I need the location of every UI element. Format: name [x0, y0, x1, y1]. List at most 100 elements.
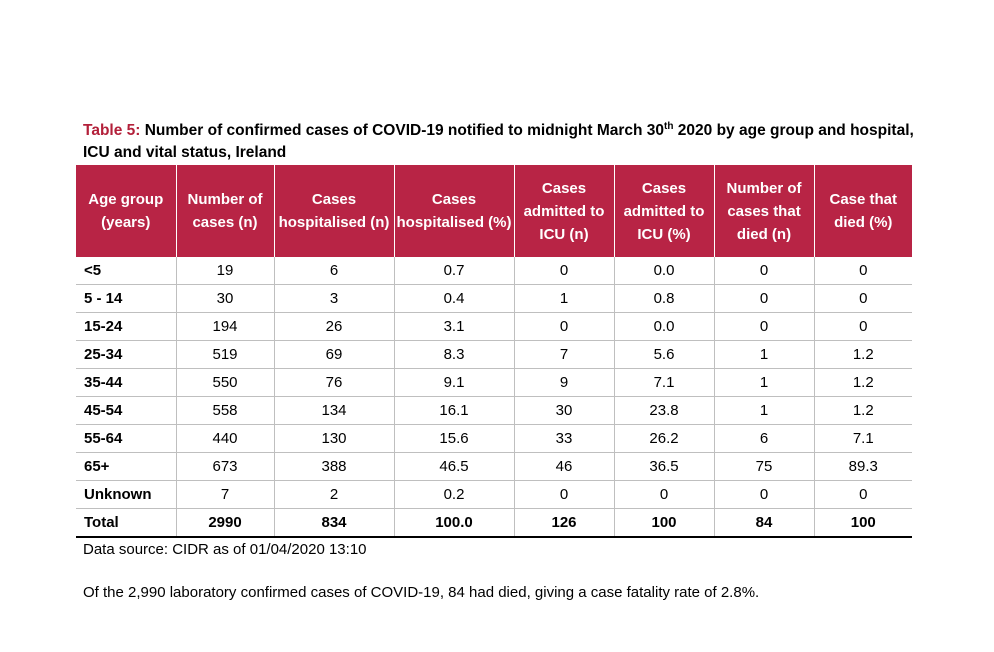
cell: <5 — [76, 257, 176, 285]
cell: 0.8 — [613, 284, 714, 313]
cell: Unknown — [76, 480, 176, 509]
table-row: 65+ 673 388 46.5 46 36.5 75 89.3 — [76, 452, 912, 481]
cell: 0 — [513, 480, 614, 509]
cell: 388 — [273, 452, 394, 481]
cell: 9 — [513, 368, 614, 397]
cell: Total — [76, 508, 176, 538]
cell: 6 — [273, 257, 394, 285]
cell: 0 — [813, 257, 912, 285]
cell: 7 — [513, 340, 614, 369]
header-hospitalised-n: Cases hospitalised (n) — [273, 165, 394, 257]
cell: 7.1 — [613, 368, 714, 397]
cell: 558 — [175, 396, 274, 425]
caption-superscript: th — [664, 120, 674, 132]
cell: 15-24 — [76, 312, 176, 341]
table-row: 45-54 558 134 16.1 30 23.8 1 1.2 — [76, 396, 912, 425]
cell: 75 — [713, 452, 814, 481]
table-row: <5 19 6 0.7 0 0.0 0 0 — [76, 257, 912, 285]
cell: 0 — [713, 480, 814, 509]
cell: 65+ — [76, 452, 176, 481]
header-died-n: Number of cases that died (n) — [713, 165, 814, 257]
cell: 2 — [273, 480, 394, 509]
cell: 834 — [273, 508, 394, 538]
cell: 25-34 — [76, 340, 176, 369]
header-icu-n: Cases admitted to ICU (n) — [513, 165, 614, 257]
cell: 7.1 — [813, 424, 912, 453]
cell: 194 — [175, 312, 274, 341]
cell: 0.0 — [613, 257, 714, 285]
cell: 55-64 — [76, 424, 176, 453]
cell: 0 — [813, 312, 912, 341]
cell: 5 - 14 — [76, 284, 176, 313]
table-row: 5 - 14 30 3 0.4 1 0.8 0 0 — [76, 284, 912, 313]
table-total-row: Total 2990 834 100.0 126 100 84 100 — [76, 508, 912, 538]
cell: 8.3 — [393, 340, 514, 369]
cell: 19 — [175, 257, 274, 285]
cell: 126 — [513, 508, 614, 538]
cell: 100 — [613, 508, 714, 538]
cases-table: Age group (years) Number of cases (n) Ca… — [76, 165, 912, 538]
table-row: 35-44 550 76 9.1 9 7.1 1 1.2 — [76, 368, 912, 397]
cell: 0.7 — [393, 257, 514, 285]
header-icu-pct: Cases admitted to ICU (%) — [613, 165, 714, 257]
header-age-group: Age group (years) — [76, 165, 176, 257]
cell: 89.3 — [813, 452, 912, 481]
cell: 36.5 — [613, 452, 714, 481]
cell: 0 — [513, 257, 614, 285]
cell: 0 — [613, 480, 714, 509]
cell: 9.1 — [393, 368, 514, 397]
cell: 35-44 — [76, 368, 176, 397]
cell: 7 — [175, 480, 274, 509]
cell: 1 — [513, 284, 614, 313]
cell: 5.6 — [613, 340, 714, 369]
cell: 0 — [713, 312, 814, 341]
cell: 1.2 — [813, 340, 912, 369]
cell: 16.1 — [393, 396, 514, 425]
table-header-row: Age group (years) Number of cases (n) Ca… — [76, 165, 912, 257]
cell: 1 — [713, 340, 814, 369]
cell: 30 — [175, 284, 274, 313]
cell: 69 — [273, 340, 394, 369]
cell: 0.0 — [613, 312, 714, 341]
cell: 1 — [713, 368, 814, 397]
cell: 0 — [813, 480, 912, 509]
cell: 1.2 — [813, 396, 912, 425]
data-source: Data source: CIDR as of 01/04/2020 13:10 — [83, 541, 367, 558]
cell: 33 — [513, 424, 614, 453]
cell: 519 — [175, 340, 274, 369]
cell: 0.2 — [393, 480, 514, 509]
cell: 46.5 — [393, 452, 514, 481]
cell: 100 — [813, 508, 912, 538]
caption-text: Number of confirmed cases of COVID-19 no… — [140, 122, 665, 139]
cell: 30 — [513, 396, 614, 425]
header-hospitalised-pct: Cases hospitalised (%) — [393, 165, 514, 257]
cell: 0 — [813, 284, 912, 313]
cell: 6 — [713, 424, 814, 453]
cell: 0 — [713, 257, 814, 285]
cell: 3.1 — [393, 312, 514, 341]
table-row: 15-24 194 26 3.1 0 0.0 0 0 — [76, 312, 912, 341]
cell: 45-54 — [76, 396, 176, 425]
caption-label: Table 5: — [83, 122, 141, 139]
cell: 130 — [273, 424, 394, 453]
cell: 15.6 — [393, 424, 514, 453]
header-number-of-cases: Number of cases (n) — [175, 165, 274, 257]
cell: 1 — [713, 396, 814, 425]
cell: 26 — [273, 312, 394, 341]
cell: 134 — [273, 396, 394, 425]
cell: 2990 — [175, 508, 274, 538]
caption-text-end: 2020 by age group and hospital, ICU and … — [83, 122, 914, 161]
table-caption: Table 5: Number of confirmed cases of CO… — [83, 120, 923, 164]
cell: 3 — [273, 284, 394, 313]
cell: 673 — [175, 452, 274, 481]
cell: 100.0 — [393, 508, 514, 538]
cell: 26.2 — [613, 424, 714, 453]
table-row: 25-34 519 69 8.3 7 5.6 1 1.2 — [76, 340, 912, 369]
table-row: Unknown 7 2 0.2 0 0 0 0 — [76, 480, 912, 509]
cell: 0 — [513, 312, 614, 341]
cell: 440 — [175, 424, 274, 453]
table-row: 55-64 440 130 15.6 33 26.2 6 7.1 — [76, 424, 912, 453]
summary-note: Of the 2,990 laboratory confirmed cases … — [83, 584, 760, 601]
cell: 84 — [713, 508, 814, 538]
cell: 46 — [513, 452, 614, 481]
